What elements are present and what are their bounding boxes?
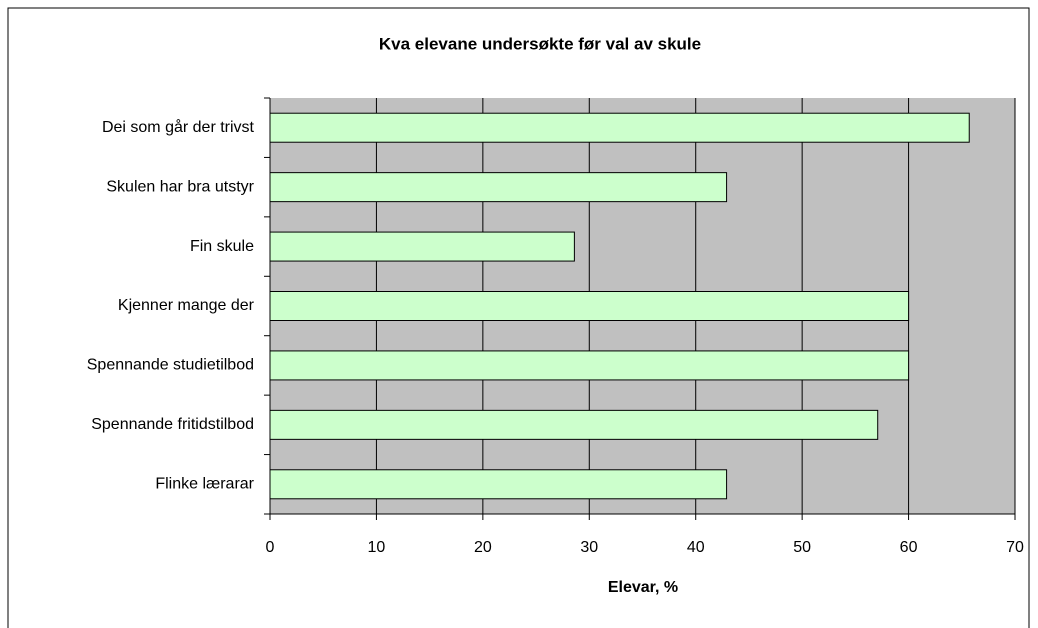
bar — [269, 112, 970, 143]
x-tick-label: 0 — [266, 539, 275, 556]
x-tick-label: 10 — [368, 539, 386, 556]
bar — [269, 231, 575, 262]
y-tick-label: Kjenner mange der — [118, 297, 255, 314]
y-tick-label: Spennande fritidstilbod — [91, 416, 254, 433]
x-tick-label: 20 — [474, 539, 492, 556]
bar — [269, 350, 910, 381]
bar — [269, 409, 879, 440]
x-tick-label: 30 — [580, 539, 598, 556]
y-tick-label: Skulen har bra utstyr — [106, 178, 254, 195]
chart-title: Kva elevane undersøkte før val av skule — [379, 34, 701, 53]
bar — [269, 469, 728, 500]
x-axis-label: Elevar, % — [608, 579, 678, 596]
x-tick-label: 70 — [1006, 539, 1024, 556]
x-tick-label: 60 — [900, 539, 918, 556]
y-tick-label: Dei som går der trivst — [102, 118, 255, 136]
bar — [269, 172, 728, 203]
y-tick-label: Spennande studietilbod — [87, 357, 254, 374]
x-tick-label: 40 — [687, 539, 705, 556]
bar — [269, 291, 910, 321]
y-tick-label: Flinke lærarar — [155, 476, 254, 493]
y-tick-label: Fin skule — [190, 238, 254, 255]
x-tick-label: 50 — [793, 539, 811, 556]
